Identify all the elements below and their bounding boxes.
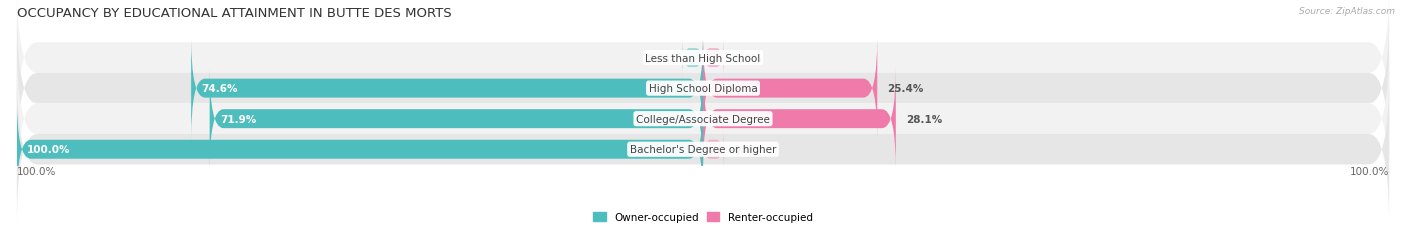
Text: 0.0%: 0.0% xyxy=(734,53,763,63)
Legend: Owner-occupied, Renter-occupied: Owner-occupied, Renter-occupied xyxy=(589,208,817,226)
FancyBboxPatch shape xyxy=(17,98,703,201)
Text: High School Diploma: High School Diploma xyxy=(648,84,758,94)
Text: 71.9%: 71.9% xyxy=(219,114,256,124)
FancyBboxPatch shape xyxy=(209,68,703,170)
FancyBboxPatch shape xyxy=(682,37,703,79)
Text: OCCUPANCY BY EDUCATIONAL ATTAINMENT IN BUTTE DES MORTS: OCCUPANCY BY EDUCATIONAL ATTAINMENT IN B… xyxy=(17,7,451,20)
Text: Bachelor's Degree or higher: Bachelor's Degree or higher xyxy=(630,145,776,155)
Text: 100.0%: 100.0% xyxy=(1350,167,1389,176)
Text: 25.4%: 25.4% xyxy=(887,84,924,94)
Text: Less than High School: Less than High School xyxy=(645,53,761,63)
Text: 74.6%: 74.6% xyxy=(201,84,238,94)
FancyBboxPatch shape xyxy=(703,37,724,79)
FancyBboxPatch shape xyxy=(703,68,896,170)
Text: 100.0%: 100.0% xyxy=(17,167,56,176)
FancyBboxPatch shape xyxy=(17,73,1389,226)
Text: Source: ZipAtlas.com: Source: ZipAtlas.com xyxy=(1299,7,1395,16)
FancyBboxPatch shape xyxy=(191,37,703,140)
FancyBboxPatch shape xyxy=(703,37,877,140)
FancyBboxPatch shape xyxy=(17,13,1389,165)
Text: College/Associate Degree: College/Associate Degree xyxy=(636,114,770,124)
Text: 0.0%: 0.0% xyxy=(647,53,675,63)
Text: 100.0%: 100.0% xyxy=(27,145,70,155)
Text: 28.1%: 28.1% xyxy=(905,114,942,124)
FancyBboxPatch shape xyxy=(17,0,1389,134)
FancyBboxPatch shape xyxy=(17,43,1389,195)
FancyBboxPatch shape xyxy=(703,129,724,170)
Text: 0.0%: 0.0% xyxy=(734,145,763,155)
